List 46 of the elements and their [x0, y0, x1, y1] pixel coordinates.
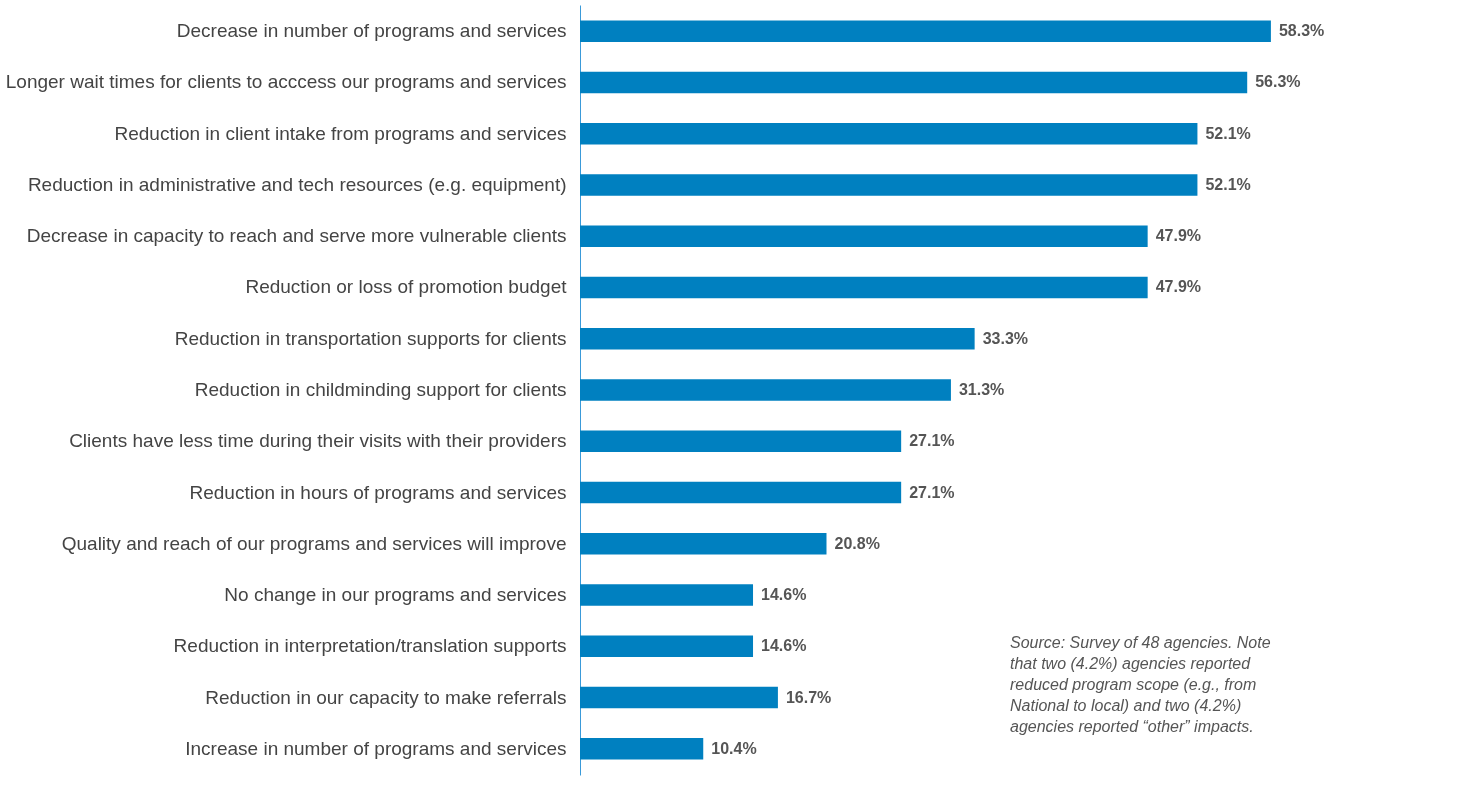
bar: [580, 71, 1248, 94]
bar: [580, 481, 902, 504]
y-tick-label: Reduction in interpretation/translation supports: [173, 635, 567, 657]
data-label: 52.1%: [1205, 175, 1251, 193]
bar: [580, 20, 1271, 42]
y-tick-label: Decrease in number of programs and services: [176, 20, 567, 42]
bar: [580, 738, 704, 760]
data-label: 10.4%: [711, 739, 757, 757]
data-label: 47.9%: [1155, 278, 1202, 296]
y-tick-label: Reduction in childminding support for clients: [194, 379, 567, 400]
bar: [580, 686, 778, 709]
data-label: 58.3%: [1278, 22, 1325, 40]
bar: [580, 327, 975, 350]
y-tick-label: Reduction in client intake from programs and services: [114, 122, 567, 144]
data-label: 47.9%: [1155, 227, 1202, 245]
bar: [580, 379, 951, 401]
data-label: 14.6%: [761, 586, 807, 604]
data-label: 56.3%: [1255, 73, 1301, 91]
bar: [580, 225, 1148, 247]
bar: [580, 174, 1198, 196]
data-label: 31.3%: [958, 381, 1005, 398]
y-tick-label: Quality and reach of our programs and services will improve: [61, 532, 567, 554]
data-label: 27.1%: [909, 432, 955, 450]
data-label: 27.1%: [909, 483, 955, 501]
y-tick-label: Clients have less time during their visits with their providers: [69, 430, 567, 452]
data-label: 14.6%: [761, 637, 807, 655]
y-tick-label: Reduction in administrative and tech resources (e.g. equipment): [27, 173, 567, 195]
bar: [580, 430, 902, 453]
bar: [580, 635, 754, 658]
y-tick-label: Reduction in our capacity to make referrals: [205, 686, 567, 708]
data-label: 20.8%: [834, 534, 880, 552]
bar: [580, 584, 754, 606]
y-tick-label: Increase in number of programs and services: [185, 737, 567, 759]
y-tick-label: No change in our programs and services: [224, 584, 567, 606]
data-label: 52.1%: [1205, 124, 1251, 142]
bar: [580, 276, 1148, 299]
y-tick-label: Reduction in hours of programs and services: [189, 481, 567, 503]
y-tick-label: Reduction in transportation supports for clients: [174, 327, 567, 349]
data-label: 33.3%: [982, 329, 1029, 347]
y-tick-label: Reduction or loss of promotion budget: [245, 276, 568, 298]
data-label: 16.7%: [785, 688, 832, 706]
y-tick-label: Decrease in capacity to reach and serve more vulnerable clients: [26, 225, 567, 247]
bar: [580, 533, 827, 555]
y-tick-label: Longer wait times for clients to acccess our programs and services: [5, 71, 567, 93]
annotation: Source: Survey of 48 agencies. Note that two (4.2%) agencies reported reduced program scope (e.g., from National to local) and two (4.2%) agencies reported “other” impacts.: [1010, 634, 1271, 735]
bar: [580, 122, 1198, 145]
